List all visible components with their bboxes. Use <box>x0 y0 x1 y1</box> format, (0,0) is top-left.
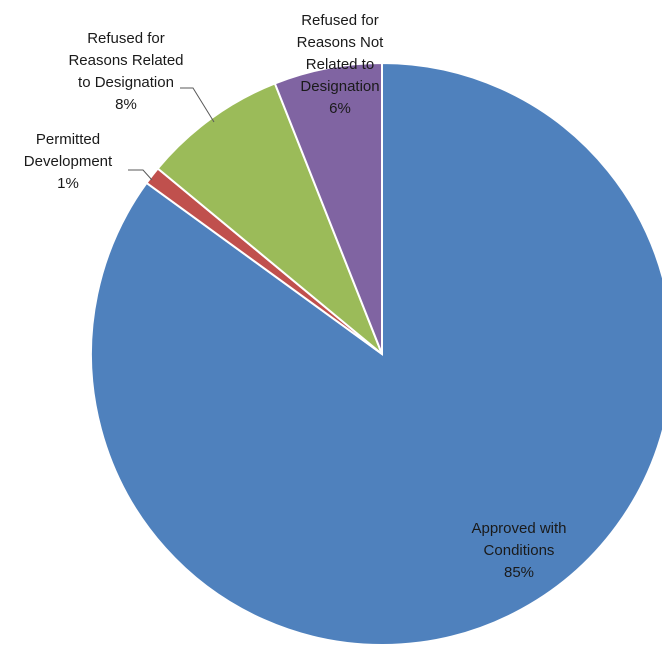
slice-category-label: Refused for <box>301 12 379 29</box>
slice-category-label: Permitted <box>36 131 100 148</box>
slice-category-label: Development <box>24 153 113 170</box>
slice-value-label: 1% <box>57 175 79 192</box>
pie-slice <box>156 82 383 355</box>
slice-category-label: Refused for <box>87 30 165 47</box>
slice-label: Approved with Conditions 85% <box>471 520 566 581</box>
pie-slice <box>273 61 383 355</box>
slice-label: Refused for Reasons Related to Designation… <box>68 30 183 113</box>
slice-category-label: to Designation <box>78 74 174 91</box>
slice-label: Refused for Reasons Not Related to Designat… <box>297 12 385 117</box>
leader-line <box>180 87 215 123</box>
slice-category-label: Related to <box>306 56 374 73</box>
slice-label: Permitted Development 1% <box>24 131 113 192</box>
pie-slice <box>90 61 662 646</box>
slice-category-label: Approved with <box>471 520 566 537</box>
slice-value-label: 85% <box>504 564 534 581</box>
slice-value-label: 6% <box>329 100 351 117</box>
slice-category-label: Reasons Not <box>297 34 385 51</box>
slice-category-label: Reasons Related <box>68 52 183 69</box>
slice-category-label: Designation <box>300 78 379 95</box>
slice-value-label: 8% <box>115 96 137 113</box>
leader-line <box>128 169 153 181</box>
slice-category-label: Conditions <box>484 542 555 559</box>
